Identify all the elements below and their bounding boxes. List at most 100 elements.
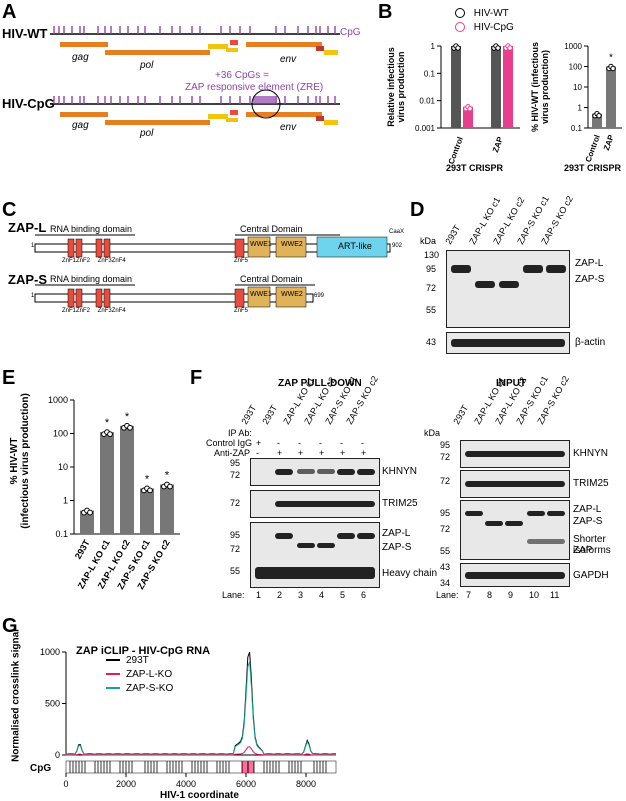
d-label-actin: β-actin [575, 337, 606, 348]
b-left-bar [491, 46, 501, 128]
f-in-zapl: ZAP-L [573, 504, 602, 515]
f-pd-kda: kDa [424, 428, 441, 438]
f-lane-number: 7 [466, 590, 472, 600]
f-in-lane-word: Lane: [436, 590, 459, 600]
b-right-point [610, 65, 616, 72]
b-left-point [507, 45, 513, 51]
b-right-ylabel: % HIV-WT (infectious virus production) [520, 42, 560, 132]
legend-wt-label: HIV-WT [473, 8, 509, 19]
f-lane-number: 6 [361, 590, 367, 600]
e-point [147, 487, 153, 494]
f-pd-heavy-chain [255, 567, 375, 579]
g-chart: 1000 500 0 CpG 0 2000 4000 6000 8000 293T ZAP-L-KO… [30, 647, 337, 789]
gene-pol-cpg: pol [140, 128, 154, 139]
b-left-chart: 1 0.1 0.01 0.001 Control ZAP [415, 42, 520, 165]
f-control-igg: Control IgG [206, 438, 253, 448]
f-pd-band [297, 543, 315, 548]
e-point [167, 483, 173, 490]
panel-label-d: D [410, 199, 425, 221]
f-pd-zap-blot [250, 522, 380, 588]
g-trace-293t [65, 651, 337, 755]
d-mw-72: 72 [426, 283, 437, 293]
e-bar [120, 425, 134, 534]
g-legend-label: ZAP-L-KO [126, 669, 172, 680]
g-title: ZAP iCLIP - HIV-CpG RNA [76, 645, 211, 657]
f-pd-mw-95: 95 [230, 458, 241, 468]
d-band [523, 265, 543, 273]
f-pd-lane-nums: 1 2 3 4 5 6 [250, 590, 380, 600]
g-ylabel: Normalised crosslink signal [6, 629, 26, 762]
f-pd-zaps: ZAP-S [382, 542, 412, 553]
gene-gag-cpg: gag [72, 120, 89, 131]
f-pd-band [297, 469, 315, 474]
e-star: * [125, 411, 130, 423]
g-xtick-label: 8000 [296, 779, 316, 789]
f-pd-mw-72: 72 [230, 470, 241, 480]
g-legend-label: ZAP-S-KO [126, 683, 173, 694]
f-in-lane-labels: 293T ZAP-L KO c1 ZAP-L KO c2 ZAP-S KO c1 ZAP… [451, 374, 580, 430]
g-xtick-label: 4000 [176, 779, 196, 789]
f-igg-mark: - [298, 438, 301, 448]
d-band [475, 281, 495, 288]
d-lane-label: 293T [443, 223, 463, 246]
znf4-label: ZnF4 [111, 258, 126, 264]
znf1-label-s: ZnF1 [62, 308, 77, 314]
e-point [127, 424, 133, 431]
d-lane-labels: 293T ZAP-L KO c1 ZAP-L KO c2 ZAP-S KO c1 ZAP… [443, 194, 575, 250]
f-igg-row: + - - - - - [250, 438, 380, 448]
wwe2-label-s: WWE2 [281, 291, 303, 298]
f-in-shorter: Shorter ZAP [573, 534, 606, 556]
f-igg-mark: - [277, 438, 280, 448]
f-lane-number: 1 [256, 590, 262, 600]
g-ytick-label: 1000 [40, 647, 60, 657]
gene-gag: gag [72, 52, 89, 63]
znf3-label: ZnF3 [97, 258, 112, 264]
b-left-ylabel-line2: virus production [396, 51, 406, 123]
caax-label: CaaX [389, 229, 405, 235]
f-in-mw-72c: 72 [440, 524, 451, 534]
f-lane-number: 11 [550, 590, 560, 600]
f-pd-band [357, 533, 375, 539]
f-in-band [465, 481, 565, 487]
b-right-category: ZAP [602, 133, 616, 152]
rbd-label-l: RNA binding domain [50, 224, 133, 234]
f-lane-number: 10 [529, 590, 540, 600]
f-lane-label: 293T [260, 403, 280, 426]
b-left-bar [503, 46, 513, 128]
f-pd-band [275, 501, 375, 507]
d-band [546, 265, 566, 273]
b-left-tick-label: 0.001 [415, 124, 436, 133]
f-in-mw-43: 43 [440, 562, 451, 572]
legend-wt-marker [455, 8, 465, 19]
e-bar [80, 510, 94, 534]
g-legend-label: 293T [126, 655, 149, 666]
f-lane-number: 5 [340, 590, 346, 600]
b-left-ylabel-line1: Relative infectious [386, 47, 396, 127]
f-lane-number: 8 [487, 590, 493, 600]
panel-label-c: C [2, 199, 17, 221]
b-right-star: * [609, 53, 613, 64]
end-s: 699 [314, 293, 325, 299]
b-left-point [455, 45, 461, 51]
start-s: 1 [31, 293, 35, 299]
d-mw-95: 95 [426, 264, 437, 274]
wwe2-label-l: WWE2 [281, 241, 303, 248]
f-in-band [485, 521, 503, 526]
b-right-tick-label: 10 [573, 83, 582, 92]
e-ylabel-line1: % HIV-WT [9, 437, 20, 485]
f-in-khnyn-blot [460, 440, 570, 468]
f-in-band [527, 511, 545, 516]
f-lane-label: 293T [451, 403, 471, 426]
f-zap-mark: + [298, 448, 304, 458]
f-zap-mark: - [256, 448, 259, 458]
central-label-s: Central Domain [240, 274, 303, 284]
f-pd-band [275, 469, 293, 475]
b-right-ylabel-line1: % HIV-WT (infectious [530, 42, 540, 132]
legend-wt: HIV-WT [455, 8, 509, 19]
legend-cpg-marker [455, 22, 465, 33]
g-xtick-label: 6000 [236, 779, 256, 789]
f-lane-number: 3 [298, 590, 304, 600]
b-right-point [596, 112, 602, 119]
